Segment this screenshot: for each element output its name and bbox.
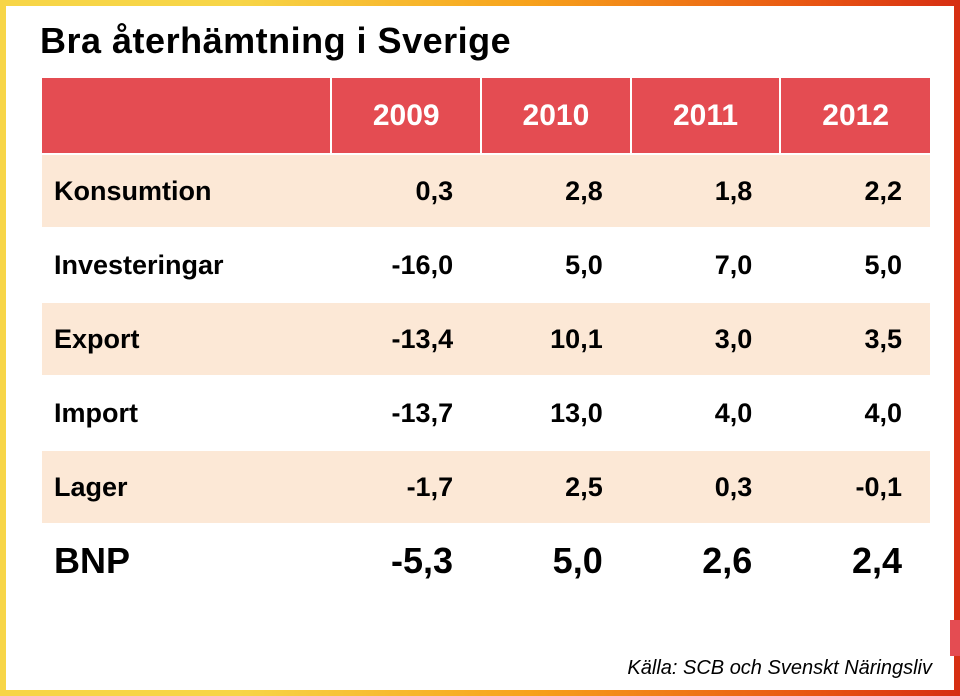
cell: 2,6 [631, 524, 781, 598]
page-title: Bra återhämtning i Sverige [40, 20, 511, 62]
cell: 1,8 [631, 154, 781, 228]
cell: 2,5 [481, 450, 631, 524]
cell: 2,2 [780, 154, 930, 228]
row-label: Lager [42, 450, 331, 524]
cell: 2,4 [780, 524, 930, 598]
row-label: Konsumtion [42, 154, 331, 228]
header-year: 2010 [481, 78, 631, 154]
header-year: 2011 [631, 78, 781, 154]
table-row: Export -13,4 10,1 3,0 3,5 [42, 302, 930, 376]
cell: 4,0 [631, 376, 781, 450]
cell: 0,3 [331, 154, 481, 228]
cell: -1,7 [331, 450, 481, 524]
table-row: Investeringar -16,0 5,0 7,0 5,0 [42, 228, 930, 302]
cell: 2,8 [481, 154, 631, 228]
cell: 0,3 [631, 450, 781, 524]
header-empty [42, 78, 331, 154]
table-header-row: 2009 2010 2011 2012 [42, 78, 930, 154]
row-label: Export [42, 302, 331, 376]
source-caption: Källa: SCB och Svenskt Näringsliv [627, 657, 932, 680]
row-label: BNP [42, 524, 331, 598]
cell: 5,0 [481, 228, 631, 302]
cell: 3,0 [631, 302, 781, 376]
cell: 5,0 [481, 524, 631, 598]
cell: -13,4 [331, 302, 481, 376]
row-label: Import [42, 376, 331, 450]
header-year: 2012 [780, 78, 930, 154]
slide-content: Bra återhämtning i Sverige 2009 2010 201… [6, 6, 954, 690]
data-table: 2009 2010 2011 2012 Konsumtion 0,3 2,8 1… [42, 78, 930, 599]
cell: -0,1 [780, 450, 930, 524]
cell: 4,0 [780, 376, 930, 450]
table-row-bnp: BNP -5,3 5,0 2,6 2,4 [42, 524, 930, 598]
cell: -16,0 [331, 228, 481, 302]
accent-strip [950, 620, 960, 656]
cell: 10,1 [481, 302, 631, 376]
slide: Bra återhämtning i Sverige 2009 2010 201… [0, 0, 960, 696]
header-year: 2009 [331, 78, 481, 154]
row-label: Investeringar [42, 228, 331, 302]
cell: -13,7 [331, 376, 481, 450]
cell: 13,0 [481, 376, 631, 450]
cell: 3,5 [780, 302, 930, 376]
cell: -5,3 [331, 524, 481, 598]
table-row: Import -13,7 13,0 4,0 4,0 [42, 376, 930, 450]
cell: 5,0 [780, 228, 930, 302]
table-row: Konsumtion 0,3 2,8 1,8 2,2 [42, 154, 930, 228]
table-row: Lager -1,7 2,5 0,3 -0,1 [42, 450, 930, 524]
cell: 7,0 [631, 228, 781, 302]
